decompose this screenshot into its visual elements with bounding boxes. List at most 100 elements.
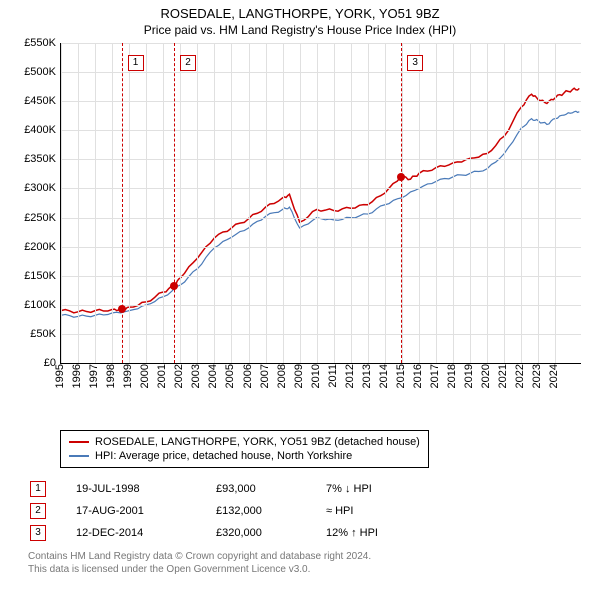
event-row: 3 12-DEC-2014£320,00012% ↑ HPI <box>30 522 378 544</box>
gridline-horizontal <box>61 72 581 73</box>
gridline-vertical <box>555 43 556 363</box>
event-guideline <box>401 43 402 363</box>
event-table: 119-JUL-1998£93,0007% ↓ HPI217-AUG-2001£… <box>30 478 378 544</box>
gridline-vertical <box>385 43 386 363</box>
x-axis-label: 2017 <box>429 364 441 388</box>
event-row: 119-JUL-1998£93,0007% ↓ HPI <box>30 478 378 500</box>
x-axis-label: 2020 <box>480 364 492 388</box>
event-date: 19-JUL-1998 <box>76 483 216 495</box>
gridline-horizontal <box>61 334 581 335</box>
x-axis-label: 2016 <box>412 364 424 388</box>
gridline-vertical <box>504 43 505 363</box>
gridline-vertical <box>521 43 522 363</box>
gridline-horizontal <box>61 130 581 131</box>
gridline-horizontal <box>61 101 581 102</box>
chart-container: ROSEDALE, LANGTHORPE, YORK, YO51 9BZ Pri… <box>0 0 600 590</box>
gridline-horizontal <box>61 276 581 277</box>
footer-line-2: This data is licensed under the Open Gov… <box>28 563 371 576</box>
event-data-point <box>170 282 178 290</box>
y-axis-label: £350K <box>10 153 56 165</box>
event-guideline <box>174 43 175 363</box>
gridline-vertical <box>146 43 147 363</box>
x-axis-label: 2011 <box>327 364 339 388</box>
gridline-vertical <box>538 43 539 363</box>
legend-swatch <box>69 455 89 457</box>
x-axis-label: 2004 <box>207 364 219 388</box>
x-axis-label: 2005 <box>224 364 236 388</box>
x-axis-label: 2018 <box>446 364 458 388</box>
x-axis-label: 2009 <box>293 364 305 388</box>
gridline-vertical <box>283 43 284 363</box>
x-axis-label: 1998 <box>105 364 117 388</box>
event-number-box: 2 <box>30 503 46 519</box>
event-marker-box: 3 <box>407 55 423 71</box>
gridline-vertical <box>214 43 215 363</box>
gridline-vertical <box>95 43 96 363</box>
gridline-vertical <box>180 43 181 363</box>
x-axis-label: 2006 <box>242 364 254 388</box>
series-subject <box>61 88 579 313</box>
gridline-vertical <box>470 43 471 363</box>
x-axis-label: 1999 <box>122 364 134 388</box>
event-number-box: 3 <box>30 525 46 541</box>
x-axis-label: 2007 <box>259 364 271 388</box>
chart-wrap: 123 £0£50K£100K£150K£200K£250K£300K£350K… <box>10 38 590 418</box>
x-axis-label: 2000 <box>139 364 151 388</box>
page-subtitle: Price paid vs. HM Land Registry's House … <box>0 21 600 37</box>
event-relative-hpi: 12% ↑ HPI <box>326 527 378 539</box>
legend-label: ROSEDALE, LANGTHORPE, YORK, YO51 9BZ (de… <box>95 436 420 448</box>
y-axis-label: £550K <box>10 37 56 49</box>
event-data-point <box>118 305 126 313</box>
x-axis-label: 1997 <box>88 364 100 388</box>
gridline-vertical <box>266 43 267 363</box>
x-axis-label: 2012 <box>344 364 356 388</box>
event-price: £320,000 <box>216 527 326 539</box>
gridline-vertical <box>487 43 488 363</box>
y-axis-label: £450K <box>10 95 56 107</box>
gridline-vertical <box>351 43 352 363</box>
gridline-horizontal <box>61 218 581 219</box>
footer-line-1: Contains HM Land Registry data © Crown c… <box>28 550 371 563</box>
legend-item: ROSEDALE, LANGTHORPE, YORK, YO51 9BZ (de… <box>69 435 420 449</box>
x-axis-label: 2019 <box>463 364 475 388</box>
gridline-vertical <box>419 43 420 363</box>
gridline-horizontal <box>61 43 581 44</box>
x-axis-label: 2023 <box>531 364 543 388</box>
x-axis-label: 2003 <box>190 364 202 388</box>
gridline-vertical <box>453 43 454 363</box>
legend-item: HPI: Average price, detached house, Nort… <box>69 449 420 463</box>
gridline-vertical <box>231 43 232 363</box>
event-guideline <box>122 43 123 363</box>
gridline-vertical <box>112 43 113 363</box>
plot-area: 123 <box>60 43 581 364</box>
x-axis-label: 2001 <box>156 364 168 388</box>
gridline-vertical <box>436 43 437 363</box>
line-layer <box>61 43 581 363</box>
event-price: £93,000 <box>216 483 326 495</box>
x-axis-label: 1995 <box>54 364 66 388</box>
x-axis-label: 2014 <box>378 364 390 388</box>
x-axis-label: 2010 <box>310 364 322 388</box>
series-hpi <box>61 111 579 317</box>
y-axis-label: £250K <box>10 212 56 224</box>
gridline-vertical <box>129 43 130 363</box>
gridline-vertical <box>78 43 79 363</box>
page-title: ROSEDALE, LANGTHORPE, YORK, YO51 9BZ <box>0 0 600 21</box>
gridline-vertical <box>300 43 301 363</box>
footer-attribution: Contains HM Land Registry data © Crown c… <box>28 550 371 576</box>
x-axis-label: 2022 <box>514 364 526 388</box>
event-marker-box: 1 <box>128 55 144 71</box>
gridline-vertical <box>317 43 318 363</box>
y-axis-label: £0 <box>10 357 56 369</box>
gridline-vertical <box>249 43 250 363</box>
event-number-box: 1 <box>30 481 46 497</box>
gridline-horizontal <box>61 247 581 248</box>
event-date: 12-DEC-2014 <box>76 527 216 539</box>
event-data-point <box>397 173 405 181</box>
legend-swatch <box>69 441 89 443</box>
gridline-vertical <box>61 43 62 363</box>
x-axis-label: 2013 <box>361 364 373 388</box>
gridline-vertical <box>368 43 369 363</box>
y-axis-label: £100K <box>10 299 56 311</box>
x-axis-label: 1996 <box>71 364 83 388</box>
